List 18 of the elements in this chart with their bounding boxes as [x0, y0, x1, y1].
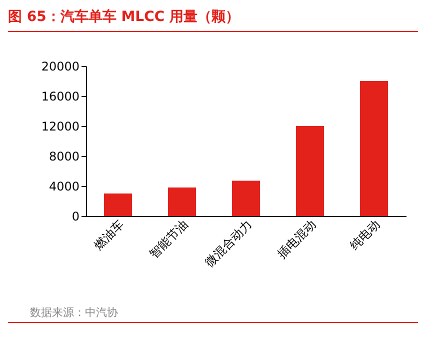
- y-tick-label: 20000: [41, 60, 80, 74]
- x-tick-label: 微混合动力: [202, 217, 254, 270]
- x-tick-label: 智能节油: [146, 217, 190, 261]
- chart-title: 图 65：汽车单车 MLCC 用量（颗）: [8, 8, 240, 26]
- y-tick-label: 12000: [41, 120, 80, 134]
- source-note: 数据来源：中汽协: [30, 305, 118, 320]
- x-tick-label: 插电混动: [274, 217, 318, 261]
- bar: [296, 126, 324, 216]
- y-tick-label: 8000: [48, 150, 80, 164]
- bar: [104, 194, 132, 216]
- x-tick-label: 纯电动: [347, 217, 382, 252]
- bar: [168, 188, 196, 216]
- y-tick-label: 16000: [41, 90, 80, 104]
- bar: [360, 81, 388, 216]
- bar: [232, 180, 260, 216]
- y-tick-label: 0: [72, 210, 80, 224]
- y-tick-label: 4000: [48, 180, 80, 194]
- x-tick-label: 燃油车: [91, 217, 126, 252]
